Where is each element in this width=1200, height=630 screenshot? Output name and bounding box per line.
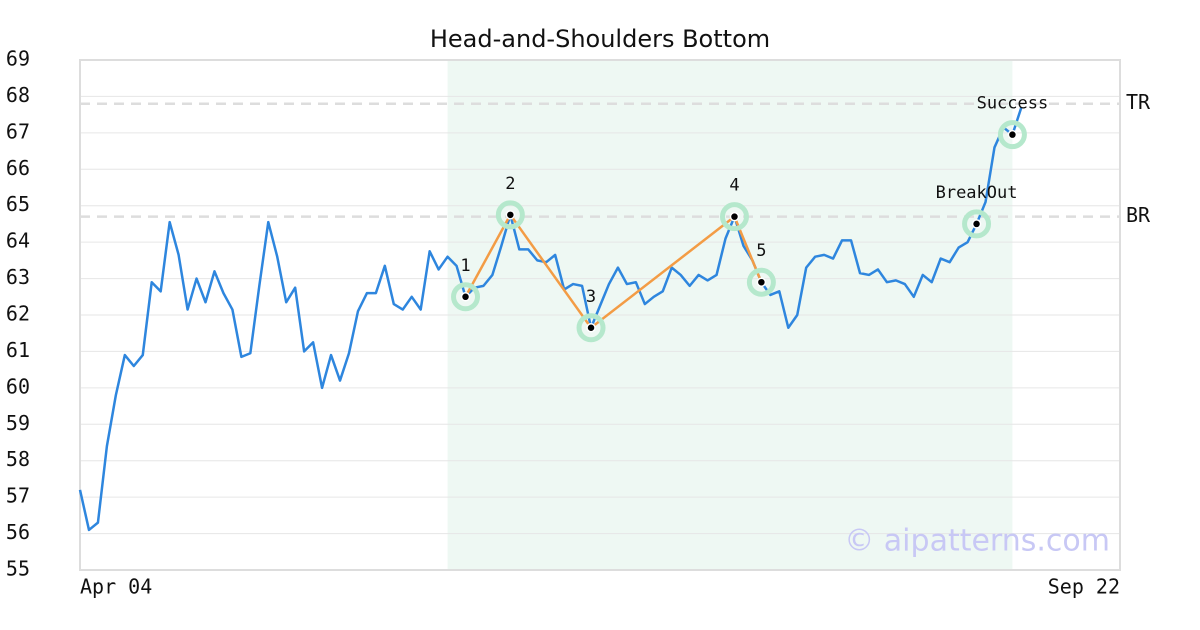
point-halo — [451, 282, 481, 312]
y-tick-label: 58 — [6, 447, 30, 471]
point-dot — [460, 292, 471, 302]
point-halo — [962, 209, 992, 239]
y-tick-label: 65 — [6, 192, 30, 216]
chart-title: Head-and-Shoulders Bottom — [430, 25, 770, 53]
y-tick-label: 68 — [6, 83, 30, 107]
point-label: 5 — [756, 241, 766, 261]
point-halo — [997, 120, 1027, 150]
point-dot — [756, 277, 767, 287]
x-tick-label: Apr 04 — [80, 575, 152, 599]
point-dot — [729, 211, 740, 222]
price-line — [78, 106, 1023, 532]
point-dot — [971, 219, 982, 229]
point-dot — [1007, 129, 1018, 140]
y-tick-label: 56 — [6, 520, 30, 544]
level-label: TR — [1126, 90, 1151, 114]
point-label: Success — [977, 94, 1049, 114]
point-label: 2 — [505, 174, 515, 194]
y-tick-label: 57 — [6, 484, 30, 508]
level-label: BR — [1126, 203, 1151, 227]
y-tick-label: 62 — [6, 302, 30, 326]
point-label: 3 — [586, 287, 596, 307]
point-label: 4 — [729, 176, 739, 196]
y-tick-label: 55 — [6, 557, 30, 581]
plot-frame — [79, 59, 1121, 571]
y-tick-label: 67 — [6, 119, 30, 143]
point-halo — [746, 267, 776, 297]
y-tick-label: 69 — [6, 47, 30, 71]
point-halo — [495, 200, 525, 230]
point-dot — [505, 210, 516, 220]
y-tick-label: 59 — [6, 411, 30, 435]
x-tick-label: Sep 22 — [1048, 575, 1120, 599]
watermark: © aipatterns.com — [844, 524, 1110, 559]
point-halo — [576, 313, 606, 343]
y-tick-label: 66 — [6, 156, 30, 180]
point-halo — [719, 202, 749, 232]
y-tick-label: 63 — [6, 265, 30, 289]
point-label: BreakOut — [936, 183, 1018, 203]
point-label: 1 — [460, 256, 470, 276]
y-tick-label: 61 — [6, 338, 30, 362]
y-tick-label: 64 — [6, 229, 30, 253]
y-tick-label: 60 — [6, 374, 30, 398]
point-dot — [586, 323, 596, 333]
